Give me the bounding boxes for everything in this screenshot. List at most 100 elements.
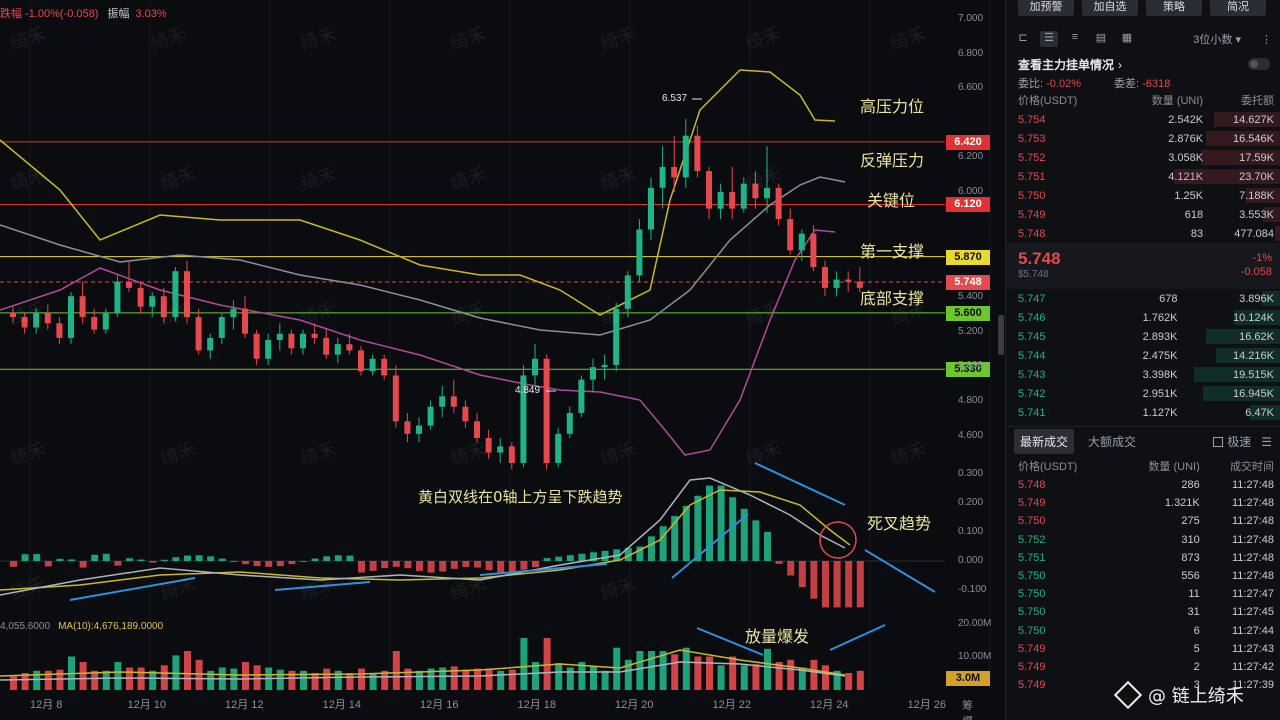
candle-body (740, 183, 747, 209)
order-book-row[interactable]: 5.749 618 3.553K (1006, 205, 1280, 224)
candle-body (160, 296, 167, 318)
depth-bar (1262, 291, 1280, 306)
candle-body (126, 281, 132, 288)
trade-cell-qty: 556 (1181, 570, 1200, 583)
volume-bar (706, 656, 713, 690)
macd-histogram-bar (856, 561, 864, 608)
volume-bar (56, 669, 64, 690)
order-book-row[interactable]: 5.746 1.762K 10.124K (1006, 308, 1280, 327)
chart-area[interactable]: 跌幅 -1.00%(-0.058) 振幅 3.03% 绮禾 绮禾 绮禾 绮禾 绮禾 绮禾 绮禾… (0, 0, 1005, 720)
last-price-change: -0.058 (1240, 266, 1272, 278)
volume-bar (334, 670, 342, 690)
order-book-row[interactable]: 5.742 2.951K 16.945K (1006, 384, 1280, 403)
macd-histogram-bar (636, 546, 644, 561)
checkbox-icon (1213, 437, 1224, 447)
order-book-cell-amt: 16.945K (1183, 384, 1280, 403)
book-both-icon[interactable]: ⊏ (1018, 32, 1028, 44)
volume-bar (787, 659, 795, 690)
candle-body (706, 171, 712, 209)
volume-bar (300, 670, 307, 690)
trade-row: 5.750 11 11:27:47 (1006, 585, 1280, 603)
candle-body (845, 279, 852, 282)
tab-latest-trades[interactable]: 最新成交 (1014, 429, 1075, 454)
volume-bar (392, 651, 400, 690)
book-asks-icon[interactable]: ▤ (1095, 32, 1107, 44)
weicha-label: 委差: (1114, 78, 1140, 90)
order-book-row[interactable]: 5.750 1.25K 7.188K (1006, 186, 1280, 205)
macd-histogram-bar (184, 555, 191, 561)
macd-histogram-bar (56, 558, 64, 561)
cell-text: 5.746 (1018, 311, 1046, 324)
list-settings-icon[interactable]: ☰ (1261, 434, 1272, 449)
order-book-row[interactable]: 5.745 2.893K 16.62K (1006, 327, 1280, 346)
macd-histogram-bar (253, 561, 261, 567)
book-grid-icon[interactable]: ▦ (1121, 32, 1133, 44)
macd-histogram-bar (79, 561, 87, 568)
candle-body (404, 421, 411, 434)
extreme-mode-toggle[interactable]: 极速 (1213, 433, 1251, 450)
order-book-cell-amt: 16.546K (1205, 129, 1280, 148)
macd-histogram-bar (300, 561, 307, 562)
order-book-row[interactable]: 5.751 4.121K 23.70K (1006, 167, 1280, 186)
candle-body (207, 337, 214, 351)
price-scale-handle[interactable] (998, 315, 1004, 355)
time-axis-label: 12月 24 (810, 699, 849, 711)
book-bids-icon[interactable]: ≡ (1071, 31, 1079, 43)
change-stat: 跌幅 -1.00%(-0.058) (0, 8, 99, 20)
order-book-row[interactable]: 5.752 3.058K 17.59K (1006, 148, 1280, 167)
volume-bar (450, 666, 458, 690)
order-book-row[interactable]: 5.744 2.475K 14.216K (1006, 346, 1280, 365)
add-favorite-button[interactable]: 加自选 (1082, 0, 1138, 16)
cell-text: 19.515K (1233, 368, 1274, 381)
strategy-button[interactable]: 策略 (1146, 0, 1202, 16)
book-split-icon[interactable]: ☰ (1040, 31, 1058, 47)
trade-cell-qty: 3 (1193, 679, 1200, 692)
trade-cell-qty: 286 (1181, 479, 1200, 492)
cell-text: 2.876K (1168, 132, 1204, 145)
candlestick-chart[interactable] (0, 0, 1005, 720)
chevron-down-icon: ▾ (1235, 34, 1241, 46)
order-book-row[interactable]: 5.754 2.542K 14.627K (1006, 110, 1280, 129)
trade-header-price: 价格(USDT) (1018, 461, 1078, 473)
tab-large-trades[interactable]: 大额成交 (1088, 435, 1137, 449)
macd-histogram-bar (439, 561, 447, 572)
volume-bar (404, 668, 412, 690)
order-book-row[interactable]: 5.741 1.127K 6.47K (1006, 403, 1280, 422)
order-book-cell-qty: 678 (1100, 289, 1184, 308)
volume-bar (508, 669, 516, 690)
overview-button[interactable]: 简况 (1210, 0, 1266, 16)
trade-cell-price: 5.748 (1018, 479, 1046, 492)
candle-body (276, 333, 283, 341)
order-book-row[interactable]: 5.743 3.398K 19.515K (1006, 365, 1280, 384)
annotation-bottom-support: 底部支撑 (860, 289, 925, 308)
candle-body (265, 340, 272, 359)
volume-bar (775, 662, 783, 690)
order-book-row[interactable]: 5.748 83 477.084 (1006, 224, 1280, 243)
cell-text: 5.742 (1018, 387, 1046, 400)
order-book-row[interactable]: 5.747 678 3.896K (1006, 289, 1280, 308)
main-orders-link[interactable]: 查看主力挂单情况 › (1006, 52, 1280, 72)
precision-select[interactable]: 3位小数 ▾ (1193, 31, 1241, 47)
depth-bar (1200, 150, 1280, 165)
add-alert-button[interactable]: 加预警 (1018, 0, 1074, 16)
candle-body (253, 333, 260, 359)
candle-body (520, 375, 527, 464)
order-book-row[interactable]: 5.753 2.876K 16.546K (1006, 129, 1280, 148)
cell-text: 5.743 (1018, 368, 1046, 381)
volume-bar (91, 670, 99, 690)
asks-list: 5.754 2.542K 14.627K 5.753 2.876K 16.546K 5.75… (1006, 110, 1280, 243)
price-axis-label: 4.800 (958, 395, 984, 406)
candle-body (822, 267, 828, 288)
candle-body (694, 135, 701, 172)
candle-body (230, 308, 237, 318)
cell-text: 5.752 (1018, 151, 1046, 164)
trade-row: 5.752 310 11:27:48 (1006, 531, 1280, 549)
trade-cell-price: 5.749 (1018, 642, 1046, 655)
macd-histogram-bar (798, 561, 806, 588)
more-icon[interactable]: ⋮ (1261, 33, 1272, 46)
chart-tool-buttons[interactable]: 筹 爆 (962, 700, 979, 720)
main-orders-toggle[interactable] (1248, 58, 1270, 70)
trade-cell-price: 5.750 (1018, 624, 1046, 637)
volume-bar (613, 647, 621, 690)
macd-histogram-bar (218, 558, 226, 561)
